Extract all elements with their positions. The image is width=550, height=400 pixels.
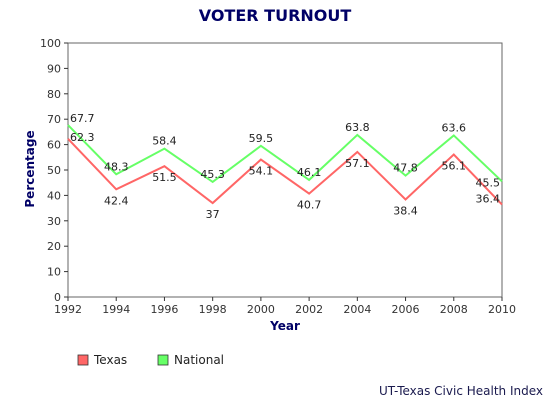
data-label-texas: 62.3 <box>70 131 95 144</box>
y-tick-label: 60 <box>47 139 61 152</box>
legend-item-texas[interactable]: Texas <box>77 353 127 367</box>
series-line-national <box>67 124 503 184</box>
data-label-national: 48.3 <box>104 160 129 173</box>
y-tick-label: 100 <box>40 37 61 50</box>
y-tick-label: 50 <box>47 164 61 177</box>
data-label-texas: 40.7 <box>297 199 322 212</box>
x-tick-label: 2008 <box>440 303 468 316</box>
data-label-national: 45.5 <box>476 176 501 189</box>
x-tick-label: 1998 <box>199 303 227 316</box>
data-label-national: 63.8 <box>345 121 370 134</box>
legend: Texas National <box>77 353 224 367</box>
y-tick-label: 40 <box>47 189 61 202</box>
data-label-national: 59.5 <box>249 132 274 145</box>
data-label-national: 47.8 <box>393 162 418 175</box>
data-label-texas: 56.1 <box>442 160 467 173</box>
data-label-texas: 42.4 <box>104 194 129 207</box>
data-label-national: 67.7 <box>70 112 95 125</box>
y-tick-label: 80 <box>47 88 61 101</box>
legend-label-texas: Texas <box>93 353 127 367</box>
x-tick-label: 1994 <box>102 303 130 316</box>
data-label-national: 46.1 <box>297 166 322 179</box>
y-tick-label: 10 <box>47 266 61 279</box>
x-tick-label: 2002 <box>295 303 323 316</box>
y-axis-label: Percentage <box>23 130 37 207</box>
data-label-texas: 51.5 <box>152 171 177 184</box>
y-tick-label: 90 <box>47 62 61 75</box>
legend-item-national[interactable]: National <box>157 353 224 367</box>
legend-swatch-texas <box>77 354 89 366</box>
x-tick-label: 2006 <box>392 303 420 316</box>
data-label-national: 58.4 <box>152 135 177 148</box>
x-tick-label: 1992 <box>54 303 82 316</box>
data-label-texas: 37 <box>206 208 220 221</box>
data-label-texas: 57.1 <box>345 157 370 170</box>
y-tick-label: 70 <box>47 113 61 126</box>
y-tick-label: 30 <box>47 215 61 228</box>
x-tick-label: 2000 <box>247 303 275 316</box>
plot-area: 0 10 20 30 40 50 60 70 80 90 100 1992 1994 1996 1998 20… <box>40 37 516 316</box>
legend-swatch-national <box>157 354 169 366</box>
y-tick-label: 0 <box>54 291 61 304</box>
data-label-texas: 54.1 <box>249 165 274 178</box>
series-line-texas <box>67 138 503 206</box>
data-label-texas: 36.4 <box>476 193 501 206</box>
data-label-texas: 38.4 <box>393 204 418 217</box>
legend-label-national: National <box>174 353 224 367</box>
data-label-national: 45.3 <box>200 168 225 181</box>
x-tick-label: 2010 <box>488 303 516 316</box>
x-tick-label: 2004 <box>343 303 371 316</box>
source-note: UT-Texas Civic Health Index <box>379 384 543 398</box>
chart-title: VOTER TURNOUT <box>199 6 352 25</box>
y-tick-label: 20 <box>47 240 61 253</box>
x-axis-label: Year <box>269 319 300 333</box>
data-label-national: 63.6 <box>442 121 467 134</box>
x-tick-label: 1996 <box>150 303 178 316</box>
